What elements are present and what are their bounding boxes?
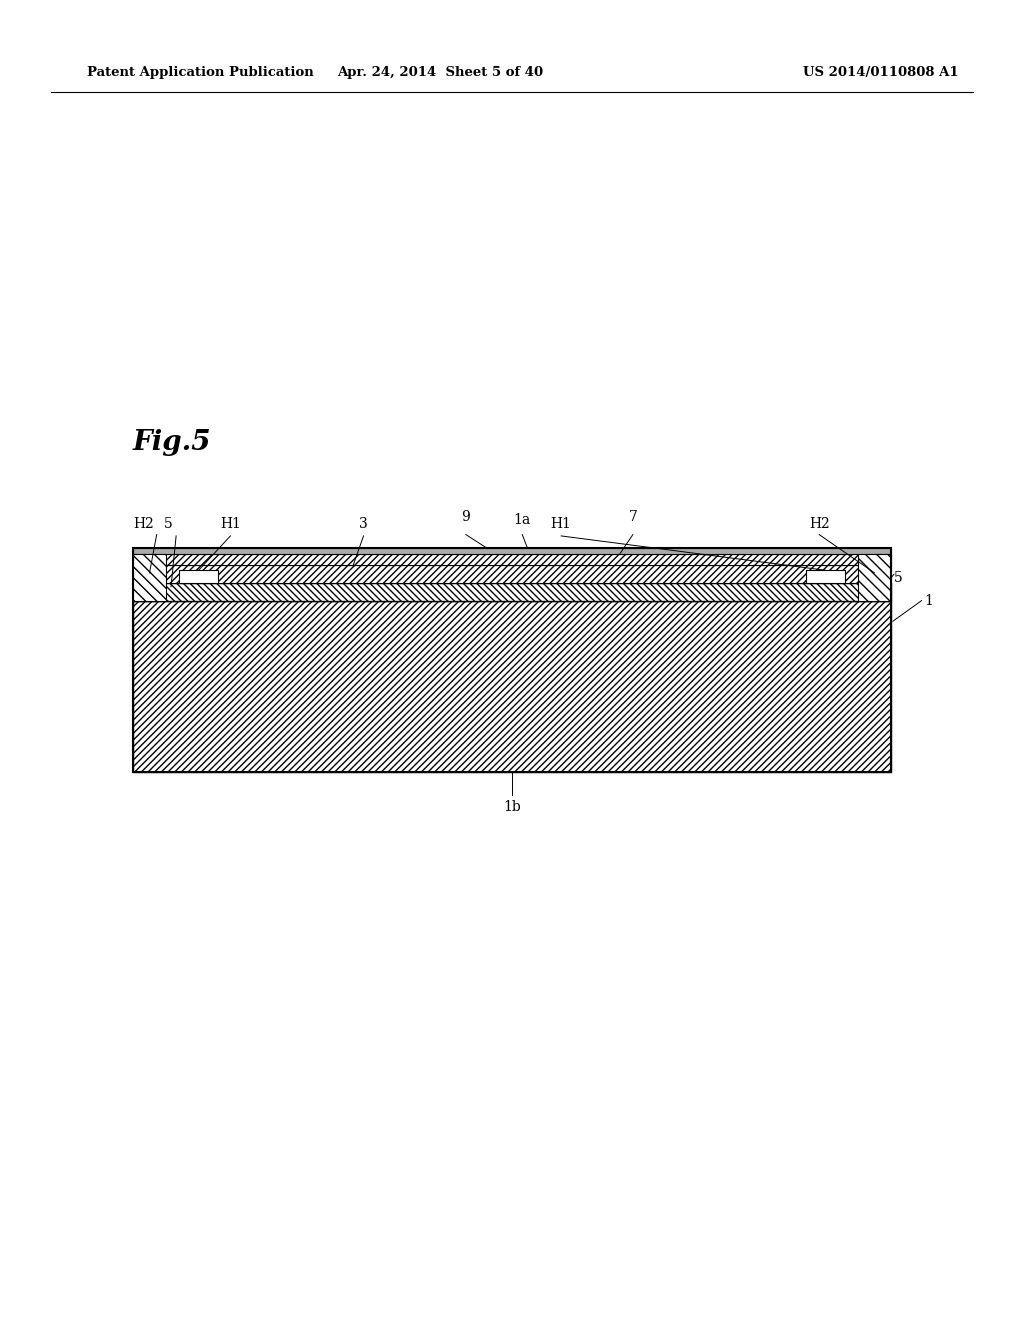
Text: 1: 1 (925, 594, 934, 607)
Text: Patent Application Publication: Patent Application Publication (87, 66, 313, 79)
Text: 9: 9 (462, 510, 470, 524)
Text: Apr. 24, 2014  Sheet 5 of 40: Apr. 24, 2014 Sheet 5 of 40 (337, 66, 544, 79)
Bar (133, 548, 891, 554)
Bar (133, 554, 891, 565)
Text: 5: 5 (164, 516, 173, 531)
Text: H2: H2 (809, 516, 829, 531)
Bar (133, 548, 891, 772)
Text: US 2014/0110808 A1: US 2014/0110808 A1 (803, 66, 958, 79)
Text: H1: H1 (551, 516, 571, 531)
Bar (806, 570, 845, 583)
Bar (133, 583, 891, 601)
Text: 1b: 1b (503, 800, 521, 814)
Text: 1a: 1a (514, 512, 530, 527)
Text: H1: H1 (220, 516, 241, 531)
Bar (179, 570, 218, 583)
Text: 3: 3 (359, 516, 368, 531)
Text: H2: H2 (133, 516, 154, 531)
Bar (858, 554, 891, 601)
Text: Fig.5: Fig.5 (133, 429, 212, 455)
Bar (133, 601, 891, 772)
Text: 5: 5 (894, 572, 903, 585)
Bar (152, 565, 872, 583)
Text: 7: 7 (629, 510, 637, 524)
Bar (133, 554, 166, 601)
